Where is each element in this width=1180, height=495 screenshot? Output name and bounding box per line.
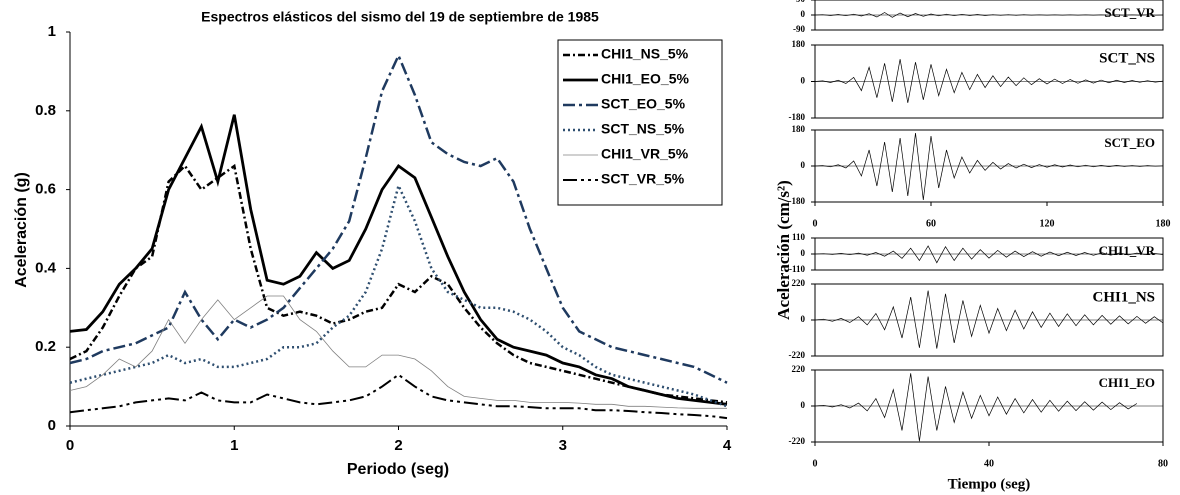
chart-title: Espectros elásticos del sismo del 19 de … xyxy=(201,9,599,25)
x-axis-title: Tiempo (seg) xyxy=(948,476,1031,492)
x-tick-label: 1 xyxy=(230,437,238,454)
trace-line xyxy=(814,373,1138,442)
x-tick-label: 180 xyxy=(1156,218,1171,229)
y-tick-label: 0.6 xyxy=(35,181,56,198)
y-tick-label: -180 xyxy=(789,112,806,122)
legend-label: CHI1_NS_5% xyxy=(601,46,689,62)
y-tick-label: 0 xyxy=(801,400,806,410)
y-tick-label: 110 xyxy=(792,232,806,242)
x-tick-label: 0 xyxy=(813,458,818,469)
panel-title: SCT_NS xyxy=(1099,50,1155,66)
y-tick-label: 180 xyxy=(792,124,806,134)
panel-title: CHI1_EO xyxy=(1099,375,1155,390)
trace-line xyxy=(814,245,1164,264)
panel-title: CHI1_NS xyxy=(1092,289,1155,305)
y-tick-label: 180 xyxy=(792,39,806,49)
y-tick-label: 0 xyxy=(48,417,56,434)
y-tick-label: 0 xyxy=(801,248,806,258)
y-tick-label: 0 xyxy=(801,76,806,86)
y-tick-label: 220 xyxy=(792,364,806,374)
legend-label: SCT_NS_5% xyxy=(601,121,685,137)
x-tick-label: 0 xyxy=(66,437,74,454)
x-axis-title: Periodo (seg) xyxy=(347,461,449,478)
trace-line xyxy=(814,290,1164,349)
y-tick-label: 0 xyxy=(801,314,806,324)
spectrum-line xyxy=(69,52,728,384)
x-tick-label: 0 xyxy=(813,218,818,229)
trace-line xyxy=(814,59,1164,103)
x-tick-label: 60 xyxy=(926,218,936,229)
legend-label: CHI1_EO_5% xyxy=(601,71,689,87)
x-tick-label: 4 xyxy=(723,437,732,454)
spectrum-line xyxy=(69,182,728,408)
y-tick-label: 0.4 xyxy=(35,259,57,276)
spectrum-line xyxy=(69,295,727,409)
y-tick-label: -180 xyxy=(789,196,806,206)
legend-label: SCT_EO_5% xyxy=(601,96,686,112)
y-tick-label: 0 xyxy=(801,9,806,19)
panel-title: SCT_EO xyxy=(1104,135,1155,150)
legend-label: SCT_VR_5% xyxy=(601,171,685,187)
y-tick-label: -220 xyxy=(789,436,806,446)
y-tick-label: -110 xyxy=(789,264,806,274)
x-tick-label: 120 xyxy=(1040,218,1055,229)
y-tick-label: 1 xyxy=(48,23,56,40)
legend-box xyxy=(557,39,723,206)
x-tick-label: 80 xyxy=(1158,458,1168,469)
x-tick-label: 3 xyxy=(559,437,567,454)
y-tick-label: 0 xyxy=(801,160,806,170)
panel-title: SCT_VR xyxy=(1104,5,1155,20)
legend-label: CHI1_VR_5% xyxy=(601,146,689,162)
spectrum-line xyxy=(69,373,728,420)
y-tick-label: 0.2 xyxy=(35,338,56,355)
y-tick-label: -90 xyxy=(793,24,805,34)
x-tick-label: 40 xyxy=(984,458,994,469)
panel-title: CHI1_VR xyxy=(1099,243,1156,258)
spectrum-line xyxy=(69,114,728,406)
y-tick-label: -220 xyxy=(789,350,806,360)
x-tick-label: 2 xyxy=(394,437,402,454)
trace-line xyxy=(814,132,1164,201)
y-tick-label: 0.8 xyxy=(35,102,56,119)
spectra-chart: Espectros elásticos del sismo del 19 de … xyxy=(13,9,723,478)
y-axis-title: Aceleración (g) xyxy=(13,172,30,288)
y-tick-label: 90 xyxy=(796,0,806,4)
y-axis-title: Aceleración (cm/s²) xyxy=(774,180,793,320)
trace-line xyxy=(814,12,1164,18)
y-tick-label: 220 xyxy=(792,278,806,288)
